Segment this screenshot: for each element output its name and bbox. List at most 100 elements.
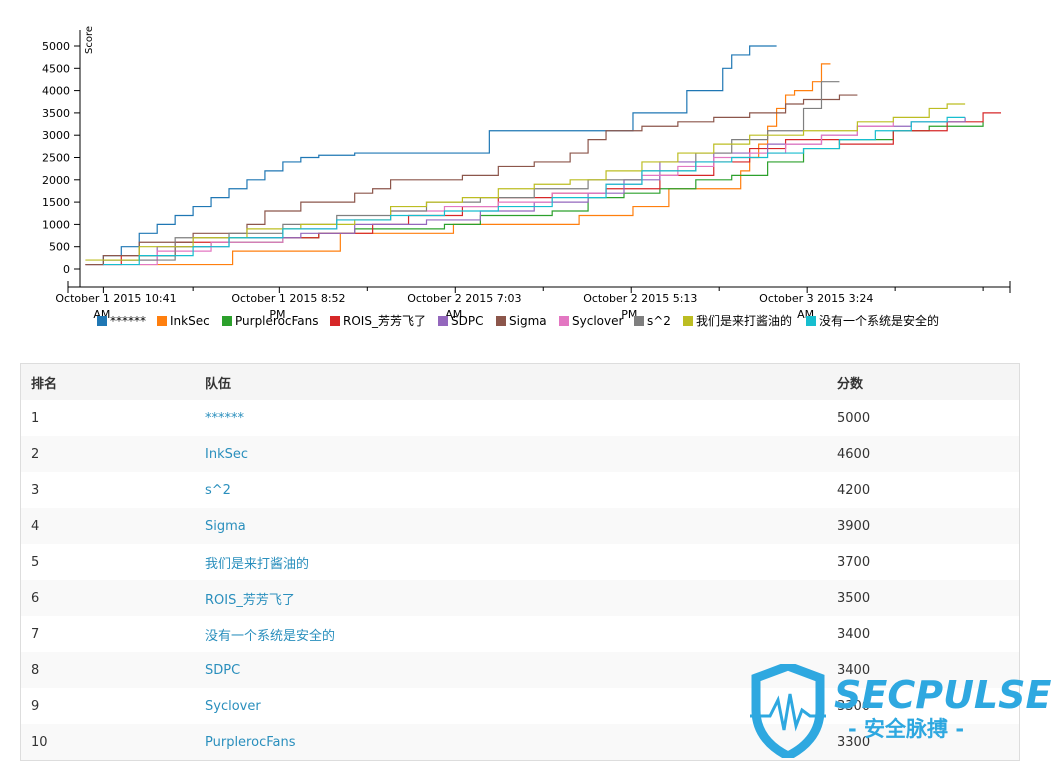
scoreboard-table: 排名 队伍 分数 1 ****** 5000 2 InkSec 4600 3 s^2 4200 4… [20, 363, 1020, 761]
team-link[interactable]: PurplerocFans [205, 734, 296, 750]
x-tick-label: October 2 2015 5:13 [583, 292, 697, 305]
legend-swatch [559, 316, 569, 326]
team-link[interactable]: InkSec [205, 446, 248, 462]
table-row: 5 我们是来打酱油的 3700 [20, 544, 1020, 580]
watermark-brand: SECPULSE [834, 673, 1052, 717]
team-link[interactable]: ROIS_芳芳飞了 [205, 592, 295, 608]
team-link[interactable]: SDPC [205, 662, 241, 678]
y-tick-label: 500 [49, 241, 70, 254]
team-cell: Syclover [195, 688, 827, 724]
x-tick-label-suffix: PM [269, 308, 285, 321]
y-tick-label: 4000 [42, 85, 70, 98]
score-cell: 3700 [827, 544, 1020, 580]
x-tick-label: October 2 2015 7:03 [407, 292, 521, 305]
y-axis: 0 500 1000 1500 2000 2500 3000 3500 4000 4500 5000… [42, 26, 95, 287]
rank-cell: 4 [20, 508, 195, 544]
legend-swatch [330, 316, 340, 326]
y-tick-label: 4500 [42, 62, 70, 75]
table-body: 1 ****** 5000 2 InkSec 4600 3 s^2 4200 4 Sigma 3900… [20, 400, 1020, 761]
x-tick-label-suffix: AM [445, 308, 462, 321]
series-line-5 [85, 94, 858, 266]
legend-label: SDPC [451, 314, 483, 328]
rank-cell: 3 [20, 472, 195, 508]
team-cell: 我们是来打酱油的 [195, 544, 827, 580]
team-link[interactable]: Syclover [205, 698, 261, 714]
header-score: 分数 [827, 363, 1020, 400]
table-row: 6 ROIS_芳芳飞了 3500 [20, 580, 1020, 616]
series-line-7 [121, 81, 840, 261]
legend-label: ****** [110, 314, 146, 328]
y-tick-label: 0 [63, 263, 70, 276]
rank-cell: 5 [20, 544, 195, 580]
series-line-1 [139, 63, 831, 266]
team-cell: InkSec [195, 436, 827, 472]
team-cell: SDPC [195, 652, 827, 688]
legend-label: PurplerocFans [235, 314, 319, 328]
table-row: 7 没有一个系统是安全的 3400 [20, 616, 1020, 652]
legend-swatch [97, 316, 107, 326]
team-cell: ****** [195, 400, 827, 436]
watermark-subtitle: - 安全脉搏 - [848, 717, 964, 741]
legend-swatch [438, 316, 448, 326]
team-link[interactable]: 没有一个系统是安全的 [205, 628, 336, 644]
y-tick-label: 2000 [42, 174, 70, 187]
x-tick-label: October 1 2015 8:52 [231, 292, 345, 305]
series-lines [85, 45, 1002, 266]
legend-swatch [683, 316, 693, 326]
table-header-row: 排名 队伍 分数 [20, 363, 1020, 400]
team-cell: PurplerocFans [195, 724, 827, 761]
score-cell: 3500 [827, 580, 1020, 616]
score-cell: 5000 [827, 400, 1020, 436]
y-tick-label: 1500 [42, 196, 70, 209]
secpulse-watermark: SECPULSE - 安全脉搏 - [750, 664, 1052, 758]
legend-swatch [157, 316, 167, 326]
score-cell: 4200 [827, 472, 1020, 508]
score-cell: 3300 [827, 688, 1020, 724]
legend-label: InkSec [170, 314, 210, 328]
x-tick-label: October 3 2015 3:24 [759, 292, 873, 305]
team-link[interactable]: ****** [205, 410, 244, 426]
table-row: 8 SDPC 3400 [20, 652, 1020, 688]
table-row: 10 PurplerocFans 3300 [20, 724, 1020, 761]
rank-cell: 1 [20, 400, 195, 436]
score-cell: 3300 [827, 724, 1020, 761]
y-tick-label: 1000 [42, 218, 70, 231]
series-line-8 [85, 103, 966, 261]
legend-label: s^2 [647, 314, 671, 328]
header-rank: 排名 [20, 363, 195, 400]
score-cell: 4600 [827, 436, 1020, 472]
legend-label: Sigma [509, 314, 547, 328]
y-tick-label: 3500 [42, 107, 70, 120]
series-line-0 [85, 45, 777, 266]
table-row: 3 s^2 4200 [20, 472, 1020, 508]
legend-swatch [806, 316, 816, 326]
team-link[interactable]: s^2 [205, 482, 231, 498]
legend: ****** InkSec PurplerocFans ROIS_芳芳飞了 SDPC Si… [97, 313, 939, 328]
rank-cell: 7 [20, 616, 195, 652]
table-row: 4 Sigma 3900 [20, 508, 1020, 544]
x-tick-label-suffix: PM [621, 308, 637, 321]
table-row: 2 InkSec 4600 [20, 436, 1020, 472]
y-tick-label: 5000 [42, 40, 70, 53]
legend-swatch [222, 316, 232, 326]
team-link[interactable]: 我们是来打酱油的 [205, 556, 310, 572]
legend-label: 没有一个系统是安全的 [819, 313, 939, 328]
series-line-2 [103, 121, 984, 261]
legend-label: Syclover [572, 314, 623, 328]
team-link[interactable]: Sigma [205, 518, 246, 534]
table-row: 1 ****** 5000 [20, 400, 1020, 436]
series-line-9 [103, 116, 966, 266]
y-tick-label: 2500 [42, 152, 70, 165]
team-cell: 没有一个系统是安全的 [195, 616, 827, 652]
x-axis: October 1 2015 10:41 AM October 1 2015 8:5… [55, 281, 1011, 321]
rank-cell: 10 [20, 724, 195, 761]
x-tick-label: October 1 2015 10:41 [55, 292, 176, 305]
legend-swatch [634, 316, 644, 326]
score-cell: 3900 [827, 508, 1020, 544]
score-cell: 3400 [827, 652, 1020, 688]
score-chart: 0 500 1000 1500 2000 2500 3000 3500 4000 4500 5000… [42, 26, 1011, 328]
rank-cell: 2 [20, 436, 195, 472]
y-tick-label: 3000 [42, 129, 70, 142]
rank-cell: 6 [20, 580, 195, 616]
shield-icon [750, 664, 826, 758]
